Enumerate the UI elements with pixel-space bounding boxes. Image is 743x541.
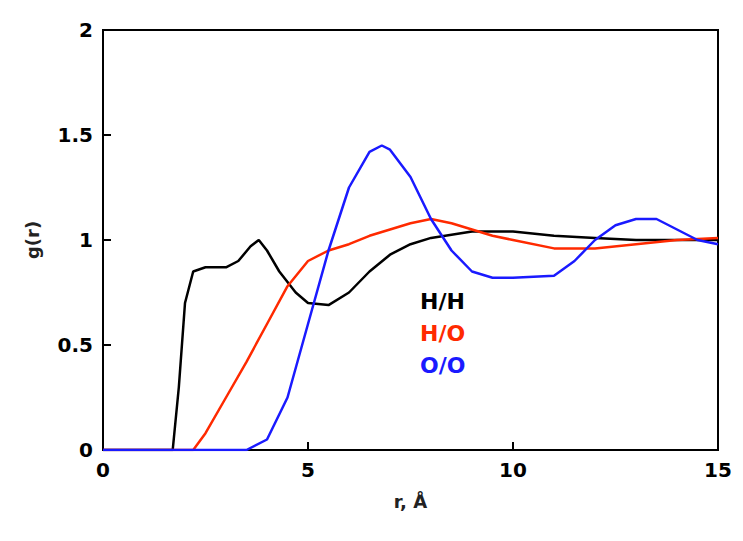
svg-text:1: 1 [79,228,93,252]
svg-text:2: 2 [79,18,93,42]
svg-text:O/O: O/O [420,353,465,378]
svg-text:H/H: H/H [420,289,465,314]
svg-text:g(r): g(r) [22,221,43,259]
svg-text:5: 5 [301,458,315,482]
svg-text:10: 10 [499,458,527,482]
svg-text:1.5: 1.5 [58,123,93,147]
svg-text:0: 0 [96,458,110,482]
svg-text:0.5: 0.5 [58,333,93,357]
svg-text:H/O: H/O [420,321,465,346]
svg-text:0: 0 [79,438,93,462]
svg-text:15: 15 [704,458,732,482]
svg-text:r, Å: r, Å [394,490,427,512]
